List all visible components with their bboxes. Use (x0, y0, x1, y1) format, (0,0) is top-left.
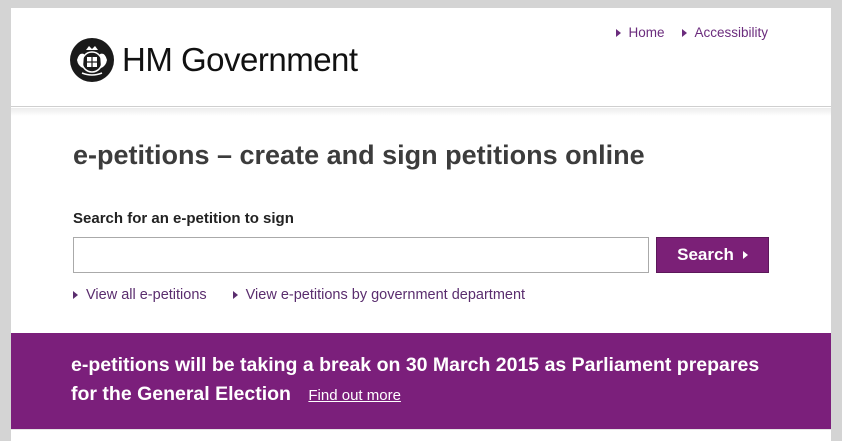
view-all-epetitions-link[interactable]: View all e-petitions (73, 287, 207, 303)
triangle-right-icon (232, 291, 238, 299)
nav-link-label: Accessibility (694, 25, 768, 40)
banner-message: e-petitions will be taking a break on 30… (71, 351, 771, 410)
site-header: HM Government Home Accessibility (11, 8, 831, 107)
find-out-more-link[interactable]: Find out more (308, 387, 401, 404)
page-title: e-petitions – create and sign petitions … (73, 140, 645, 170)
search-input[interactable] (73, 237, 649, 273)
view-by-department-link[interactable]: View e-petitions by government departmen… (232, 287, 526, 303)
search-button[interactable]: Search (656, 237, 769, 273)
logo-text: HM Government (122, 41, 358, 78)
triangle-right-icon (682, 28, 688, 37)
triangle-right-icon (742, 251, 748, 259)
triangle-right-icon (616, 28, 622, 37)
royal-crest-icon (70, 38, 114, 82)
browse-links: View all e-petitions View e-petitions by… (73, 287, 525, 303)
header-divider (11, 108, 831, 116)
page-container: HM Government Home Accessibility e-petit… (11, 8, 831, 441)
search-label: Search for an e-petition to sign (73, 210, 294, 227)
triangle-right-icon (73, 291, 78, 299)
search-button-label: Search (677, 245, 734, 264)
nav-link-accessibility[interactable]: Accessibility (682, 25, 768, 40)
notice-banner: e-petitions will be taking a break on 30… (11, 333, 831, 429)
link-label: View all e-petitions (86, 287, 207, 303)
link-label: View e-petitions by government departmen… (245, 287, 526, 303)
content-continuation (11, 429, 831, 441)
hm-government-logo[interactable]: HM Government (70, 38, 358, 82)
nav-link-home[interactable]: Home (616, 25, 664, 40)
top-navigation: Home Accessibility (616, 25, 768, 40)
nav-link-label: Home (628, 25, 665, 40)
banner-text: e-petitions will be taking a break on 30… (71, 354, 760, 405)
